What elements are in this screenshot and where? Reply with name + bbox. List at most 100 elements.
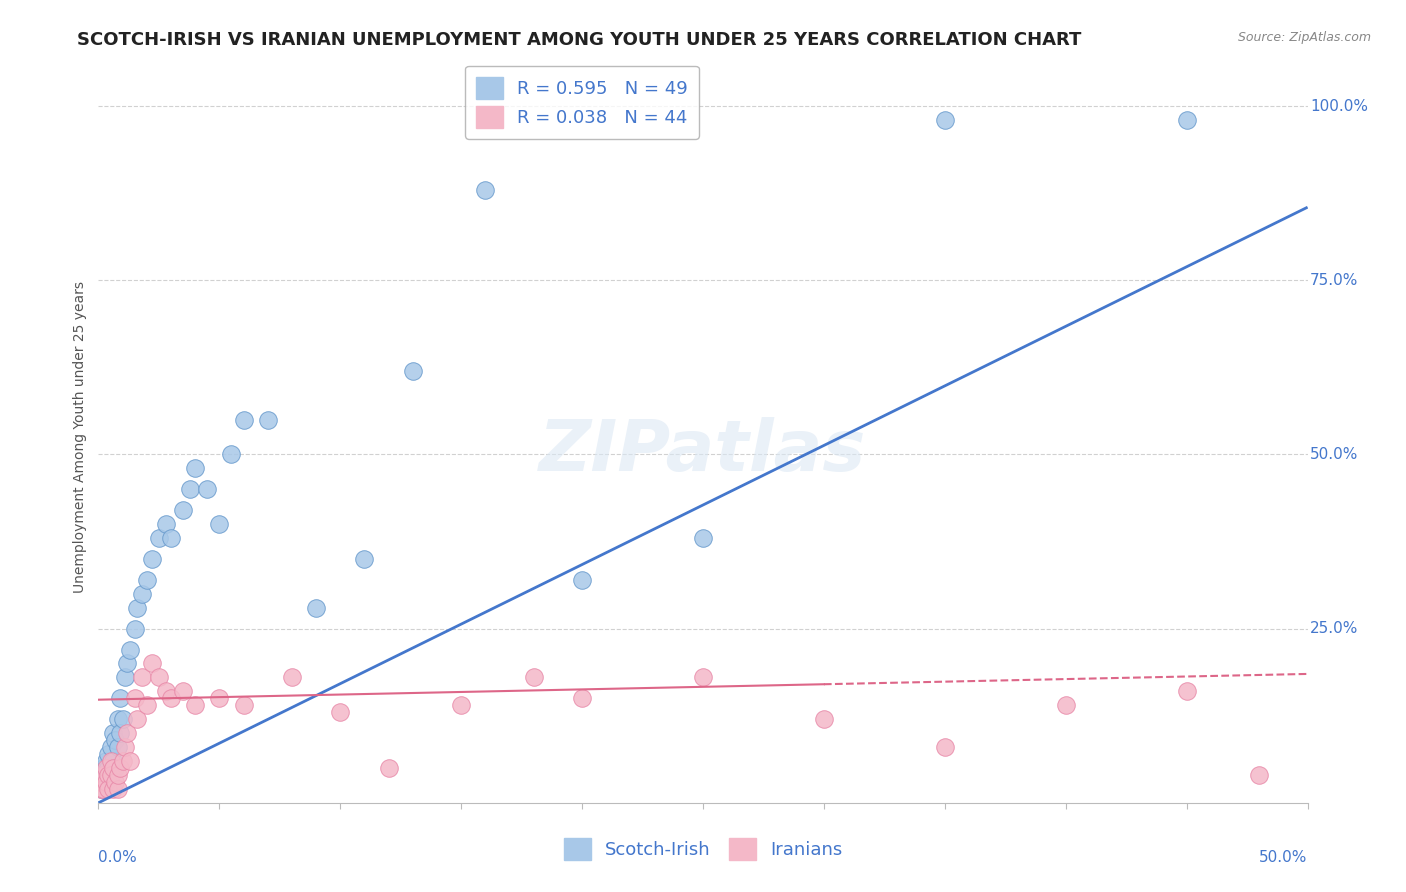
Point bbox=[111, 712, 134, 726]
Point bbox=[107, 712, 129, 726]
Point bbox=[195, 483, 218, 497]
Point bbox=[155, 684, 177, 698]
Point bbox=[148, 670, 170, 684]
Point bbox=[90, 781, 112, 796]
Point bbox=[118, 642, 141, 657]
Point bbox=[117, 657, 139, 671]
Point bbox=[124, 622, 146, 636]
Point bbox=[91, 768, 114, 782]
Point bbox=[353, 552, 375, 566]
Point bbox=[108, 691, 131, 706]
Point bbox=[97, 781, 120, 796]
Point bbox=[692, 670, 714, 684]
Text: 50.0%: 50.0% bbox=[1310, 447, 1358, 462]
Point bbox=[179, 483, 201, 497]
Point bbox=[104, 761, 127, 775]
Point bbox=[1054, 698, 1077, 713]
Text: 100.0%: 100.0% bbox=[1310, 99, 1368, 113]
Point bbox=[208, 517, 231, 532]
Point bbox=[94, 768, 117, 782]
Point bbox=[256, 412, 278, 426]
Point bbox=[692, 531, 714, 545]
Point bbox=[127, 712, 149, 726]
Text: 50.0%: 50.0% bbox=[1260, 850, 1308, 865]
Point bbox=[90, 775, 112, 789]
Text: 75.0%: 75.0% bbox=[1310, 273, 1358, 288]
Point bbox=[474, 183, 496, 197]
Point bbox=[813, 712, 835, 726]
Text: ZIPatlas: ZIPatlas bbox=[540, 417, 866, 486]
Point bbox=[184, 698, 207, 713]
Point bbox=[934, 113, 956, 128]
Point bbox=[104, 733, 127, 747]
Text: Source: ZipAtlas.com: Source: ZipAtlas.com bbox=[1237, 31, 1371, 45]
Point bbox=[184, 461, 207, 475]
Point bbox=[377, 761, 399, 775]
Point bbox=[108, 726, 131, 740]
Point bbox=[101, 754, 124, 768]
Point bbox=[172, 503, 194, 517]
Point bbox=[124, 691, 146, 706]
Point bbox=[101, 761, 124, 775]
Point bbox=[1175, 113, 1198, 128]
Point bbox=[329, 705, 352, 719]
Point bbox=[90, 768, 112, 782]
Point bbox=[90, 775, 112, 789]
Point bbox=[934, 740, 956, 755]
Point bbox=[97, 768, 120, 782]
Point bbox=[208, 691, 231, 706]
Point bbox=[100, 768, 122, 782]
Point bbox=[101, 726, 124, 740]
Point bbox=[91, 775, 114, 789]
Point bbox=[101, 781, 124, 796]
Point bbox=[107, 740, 129, 755]
Point bbox=[402, 364, 425, 378]
Point bbox=[155, 517, 177, 532]
Point bbox=[94, 761, 117, 775]
Point bbox=[91, 761, 114, 775]
Point bbox=[131, 587, 153, 601]
Point bbox=[100, 754, 122, 768]
Point bbox=[131, 670, 153, 684]
Point bbox=[111, 754, 134, 768]
Point bbox=[91, 781, 114, 796]
Point bbox=[571, 691, 593, 706]
Text: 25.0%: 25.0% bbox=[1310, 621, 1358, 636]
Point bbox=[1249, 768, 1271, 782]
Point bbox=[305, 600, 328, 615]
Point bbox=[523, 670, 546, 684]
Point bbox=[1175, 684, 1198, 698]
Point bbox=[94, 775, 117, 789]
Point bbox=[107, 781, 129, 796]
Point bbox=[91, 781, 114, 796]
Point bbox=[118, 754, 141, 768]
Point bbox=[135, 698, 157, 713]
Point bbox=[571, 573, 593, 587]
Point bbox=[97, 761, 120, 775]
Point bbox=[114, 670, 136, 684]
Point bbox=[104, 775, 127, 789]
Point bbox=[450, 698, 472, 713]
Legend: Scotch-Irish, Iranians: Scotch-Irish, Iranians bbox=[557, 830, 849, 867]
Point bbox=[107, 768, 129, 782]
Point bbox=[100, 768, 122, 782]
Point bbox=[94, 775, 117, 789]
Point bbox=[114, 740, 136, 755]
Text: 0.0%: 0.0% bbox=[98, 850, 138, 865]
Point bbox=[135, 573, 157, 587]
Point bbox=[127, 600, 149, 615]
Point bbox=[221, 448, 243, 462]
Point bbox=[100, 740, 122, 755]
Point bbox=[148, 531, 170, 545]
Point bbox=[94, 754, 117, 768]
Text: SCOTCH-IRISH VS IRANIAN UNEMPLOYMENT AMONG YOUTH UNDER 25 YEARS CORRELATION CHAR: SCOTCH-IRISH VS IRANIAN UNEMPLOYMENT AMO… bbox=[77, 31, 1081, 49]
Point bbox=[90, 781, 112, 796]
Point bbox=[172, 684, 194, 698]
Point bbox=[117, 726, 139, 740]
Point bbox=[108, 761, 131, 775]
Point bbox=[141, 552, 163, 566]
Point bbox=[232, 412, 254, 426]
Y-axis label: Unemployment Among Youth under 25 years: Unemployment Among Youth under 25 years bbox=[73, 281, 87, 593]
Point bbox=[281, 670, 304, 684]
Point bbox=[141, 657, 163, 671]
